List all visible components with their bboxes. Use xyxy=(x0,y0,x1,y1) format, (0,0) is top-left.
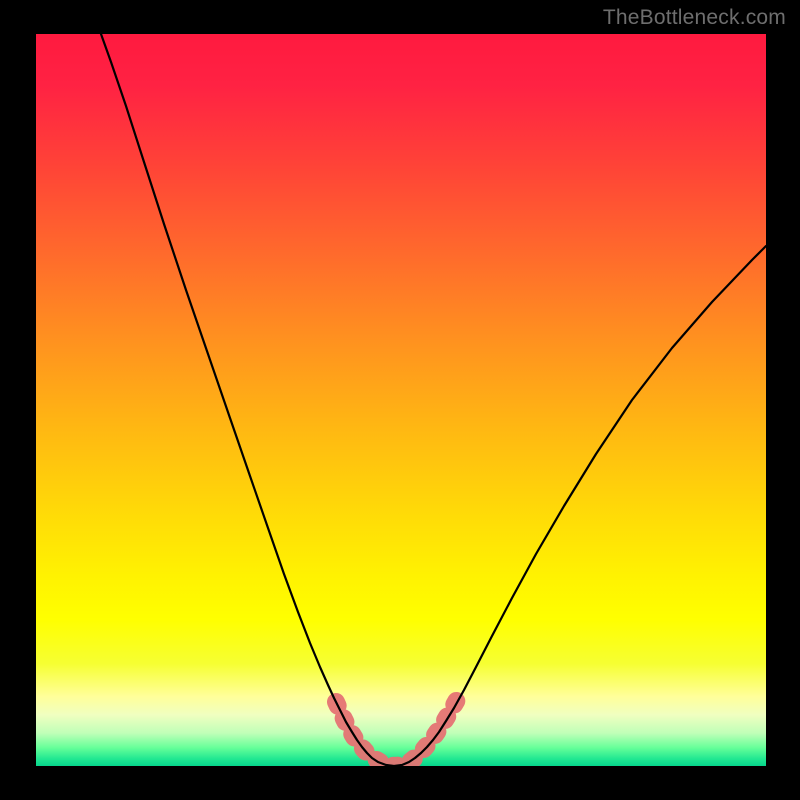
curve-layer xyxy=(36,34,766,766)
plot-area xyxy=(36,34,766,766)
bottleneck-curve xyxy=(101,34,766,766)
watermark-text: TheBottleneck.com xyxy=(603,6,786,30)
